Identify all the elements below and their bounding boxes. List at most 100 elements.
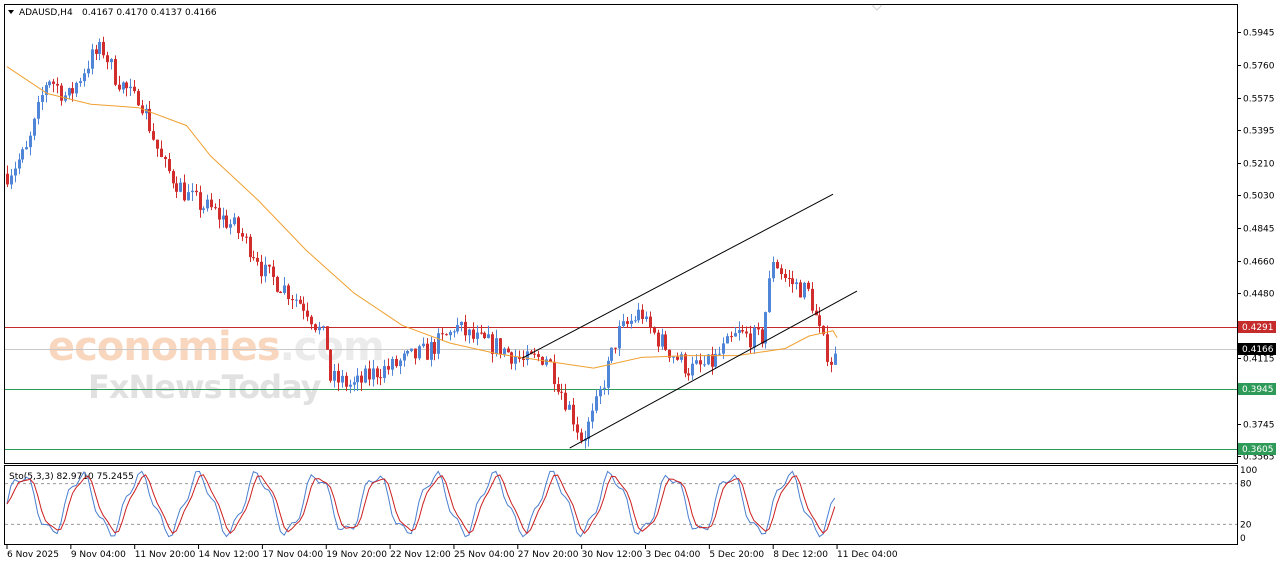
candle-body [187, 192, 190, 201]
candle-body [283, 285, 286, 294]
candle-body [788, 278, 791, 280]
scroll-marker-icon[interactable] [871, 4, 883, 11]
candle-body [25, 147, 28, 150]
candle-body [183, 182, 186, 201]
candle-body [291, 299, 294, 301]
svg-text:economies.com: economies.com [48, 324, 384, 370]
candle-body [426, 343, 429, 360]
candle-body [576, 424, 579, 433]
candle-body [818, 315, 821, 326]
candle-body [668, 349, 671, 358]
watermark: economies.com FxNewsToday [48, 324, 385, 406]
candle-body [306, 310, 309, 317]
candle-body [98, 41, 101, 54]
candle-body [826, 334, 829, 362]
candle-body [564, 392, 567, 410]
time-tick-label: 11 Dec 04:00 [837, 550, 898, 560]
candle-body [560, 391, 563, 393]
candle-body [376, 368, 379, 378]
candle-body [387, 366, 390, 370]
price-tick-label: 0.5395 [1243, 127, 1275, 137]
candle-body [776, 262, 779, 269]
triangle-down-icon[interactable] [8, 10, 14, 14]
candle-body [707, 354, 710, 365]
candle-body [761, 329, 764, 344]
candle-body [133, 86, 136, 92]
stochastic-main-line [6, 470, 836, 538]
current-price-tag [1238, 343, 1276, 355]
candle-body [799, 282, 802, 298]
price-tick-label: 0.5210 [1243, 160, 1275, 170]
moving-average-line [6, 66, 838, 369]
candle-body [630, 320, 633, 324]
candle-body [791, 278, 794, 285]
candle-body [52, 81, 55, 84]
candle-body [368, 368, 371, 380]
time-tick-label: 17 Nov 04:00 [262, 550, 323, 560]
candle-body [56, 83, 59, 86]
candle-body [753, 327, 756, 348]
candle-body [333, 370, 336, 381]
candle-body [738, 330, 741, 334]
price-tick-label: 0.5760 [1243, 62, 1275, 72]
candle-body [533, 353, 536, 355]
candle-body [326, 326, 329, 350]
candle-body [29, 135, 32, 148]
candle-body [164, 157, 167, 160]
candle-body [314, 324, 317, 331]
candle-body [202, 208, 205, 210]
candle-body [664, 334, 667, 350]
support-2-price-tag-label: 0.3605 [1242, 445, 1274, 455]
channel-lower-line[interactable] [569, 290, 858, 449]
candle-body [41, 95, 44, 102]
candle-body [383, 366, 386, 379]
candle-body [441, 333, 444, 335]
candle-body [745, 331, 748, 334]
candle-body [595, 396, 598, 411]
candle-body [406, 350, 409, 354]
candle-body [603, 387, 606, 389]
candle-body [122, 82, 125, 90]
candle-body [503, 348, 506, 355]
candle-body [233, 217, 236, 225]
candle-body [414, 348, 417, 359]
candle-body [45, 85, 48, 96]
candle-body [510, 352, 513, 364]
candle-body [607, 360, 610, 388]
candle-body [179, 182, 182, 192]
candle-body [749, 333, 752, 348]
candle-body [129, 86, 132, 89]
candle-body [360, 375, 363, 383]
candle-body [456, 325, 459, 332]
candle-body [295, 299, 298, 301]
candle-body [784, 274, 787, 279]
candle-body [391, 358, 394, 370]
candle-body [757, 327, 760, 330]
stochastic-frame [4, 465, 1238, 545]
candle-body [626, 321, 629, 324]
candle-body [830, 361, 833, 365]
candle-body [214, 207, 217, 209]
support-1-price-tag [1238, 383, 1276, 395]
candle-body [449, 331, 452, 336]
candle-body [395, 358, 398, 367]
time-tick-label: 3 Dec 04:00 [646, 550, 701, 560]
candle-body [399, 360, 402, 367]
candle-body [364, 368, 367, 383]
candle-body [483, 332, 486, 339]
candle-body [499, 338, 502, 355]
time-tick-label: 30 Nov 12:00 [582, 550, 643, 560]
time-tick-label: 22 Nov 12:00 [390, 550, 451, 560]
candle-body [672, 356, 675, 358]
price-tick-label: 0.3745 [1243, 421, 1275, 431]
candle-body [722, 343, 725, 354]
price-tick-label: 0.4115 [1243, 355, 1275, 365]
candle-body [310, 316, 313, 325]
candle-body [661, 334, 664, 347]
candle-body [468, 329, 471, 336]
candle-body [210, 199, 213, 208]
candle-body [418, 346, 421, 359]
channel-upper-line[interactable] [521, 193, 834, 359]
candle-body [148, 108, 151, 132]
